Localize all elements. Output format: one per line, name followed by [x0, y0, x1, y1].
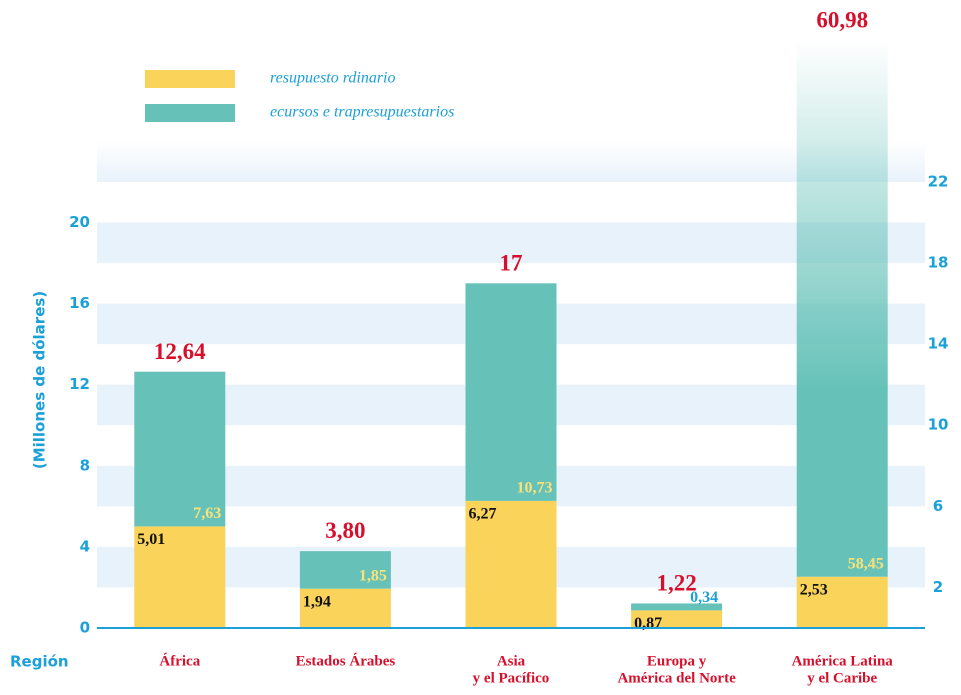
bar-segment [465, 500, 557, 628]
segment-label: 2,53 [800, 581, 828, 598]
x-tick-label: América del Norte [617, 670, 736, 686]
legend-swatch [145, 70, 235, 88]
bar-segment [299, 551, 391, 589]
x-axis-label: Región [10, 653, 69, 671]
segment-label: 7,63 [193, 505, 221, 522]
legend-label: resupuesto rdinario [270, 70, 395, 87]
y-tick-label: 4 [80, 537, 90, 555]
x-tick-label: Asia [497, 653, 526, 669]
bar-segment [631, 610, 723, 628]
segment-label: 1,85 [359, 567, 387, 584]
y2-tick-label: 6 [933, 497, 943, 515]
y-tick-label: 20 [69, 213, 90, 231]
y-tick-label: 12 [69, 375, 90, 393]
bar-segment [134, 371, 226, 527]
total-label: 12,64 [154, 339, 206, 364]
segment-label: 6,27 [469, 506, 497, 523]
segment-label: 5,01 [137, 531, 165, 548]
y2-tick-label: 22 [928, 172, 949, 190]
y2-tick-label: 14 [928, 335, 949, 353]
y2-tick-label: 10 [928, 416, 949, 434]
x-tick-label: y el Pacífico [473, 670, 550, 686]
bar-segment [796, 576, 888, 628]
total-label: 3,80 [325, 518, 365, 543]
x-tick-label: Estados Árabes [296, 652, 396, 669]
y-tick-label: 8 [80, 456, 90, 474]
total-label: 60,98 [816, 7, 868, 32]
segment-label: 0,87 [634, 615, 662, 632]
total-label: 1,22 [656, 571, 696, 596]
x-tick-label: África [159, 652, 200, 669]
y2-tick-label: 18 [928, 254, 949, 272]
segment-label: 58,45 [848, 555, 884, 572]
bar-segment [631, 603, 723, 611]
bar-segment [299, 588, 391, 628]
segment-label: 10,73 [517, 480, 553, 497]
segment-label: 0,34 [690, 589, 718, 606]
x-tick-label: y el Caribe [807, 670, 877, 686]
grid-band [97, 141, 925, 182]
x-tick-label: Europa y [647, 653, 707, 669]
x-tick-label: América Latina [792, 653, 894, 669]
y-tick-label: 0 [80, 619, 90, 637]
y-tick-label: 16 [69, 294, 90, 312]
y-axis-label: (Millones de dólares) [31, 291, 49, 469]
total-label: 17 [500, 251, 523, 276]
legend-label: ecursos e trapresupuestarios [270, 104, 454, 121]
bar-segment [465, 283, 557, 501]
bar-segment [796, 40, 888, 577]
legend-swatch [145, 104, 235, 122]
bar-segment [134, 526, 226, 628]
grid-band [97, 222, 925, 264]
y2-tick-label: 2 [933, 578, 943, 596]
segment-label: 1,94 [303, 593, 331, 610]
